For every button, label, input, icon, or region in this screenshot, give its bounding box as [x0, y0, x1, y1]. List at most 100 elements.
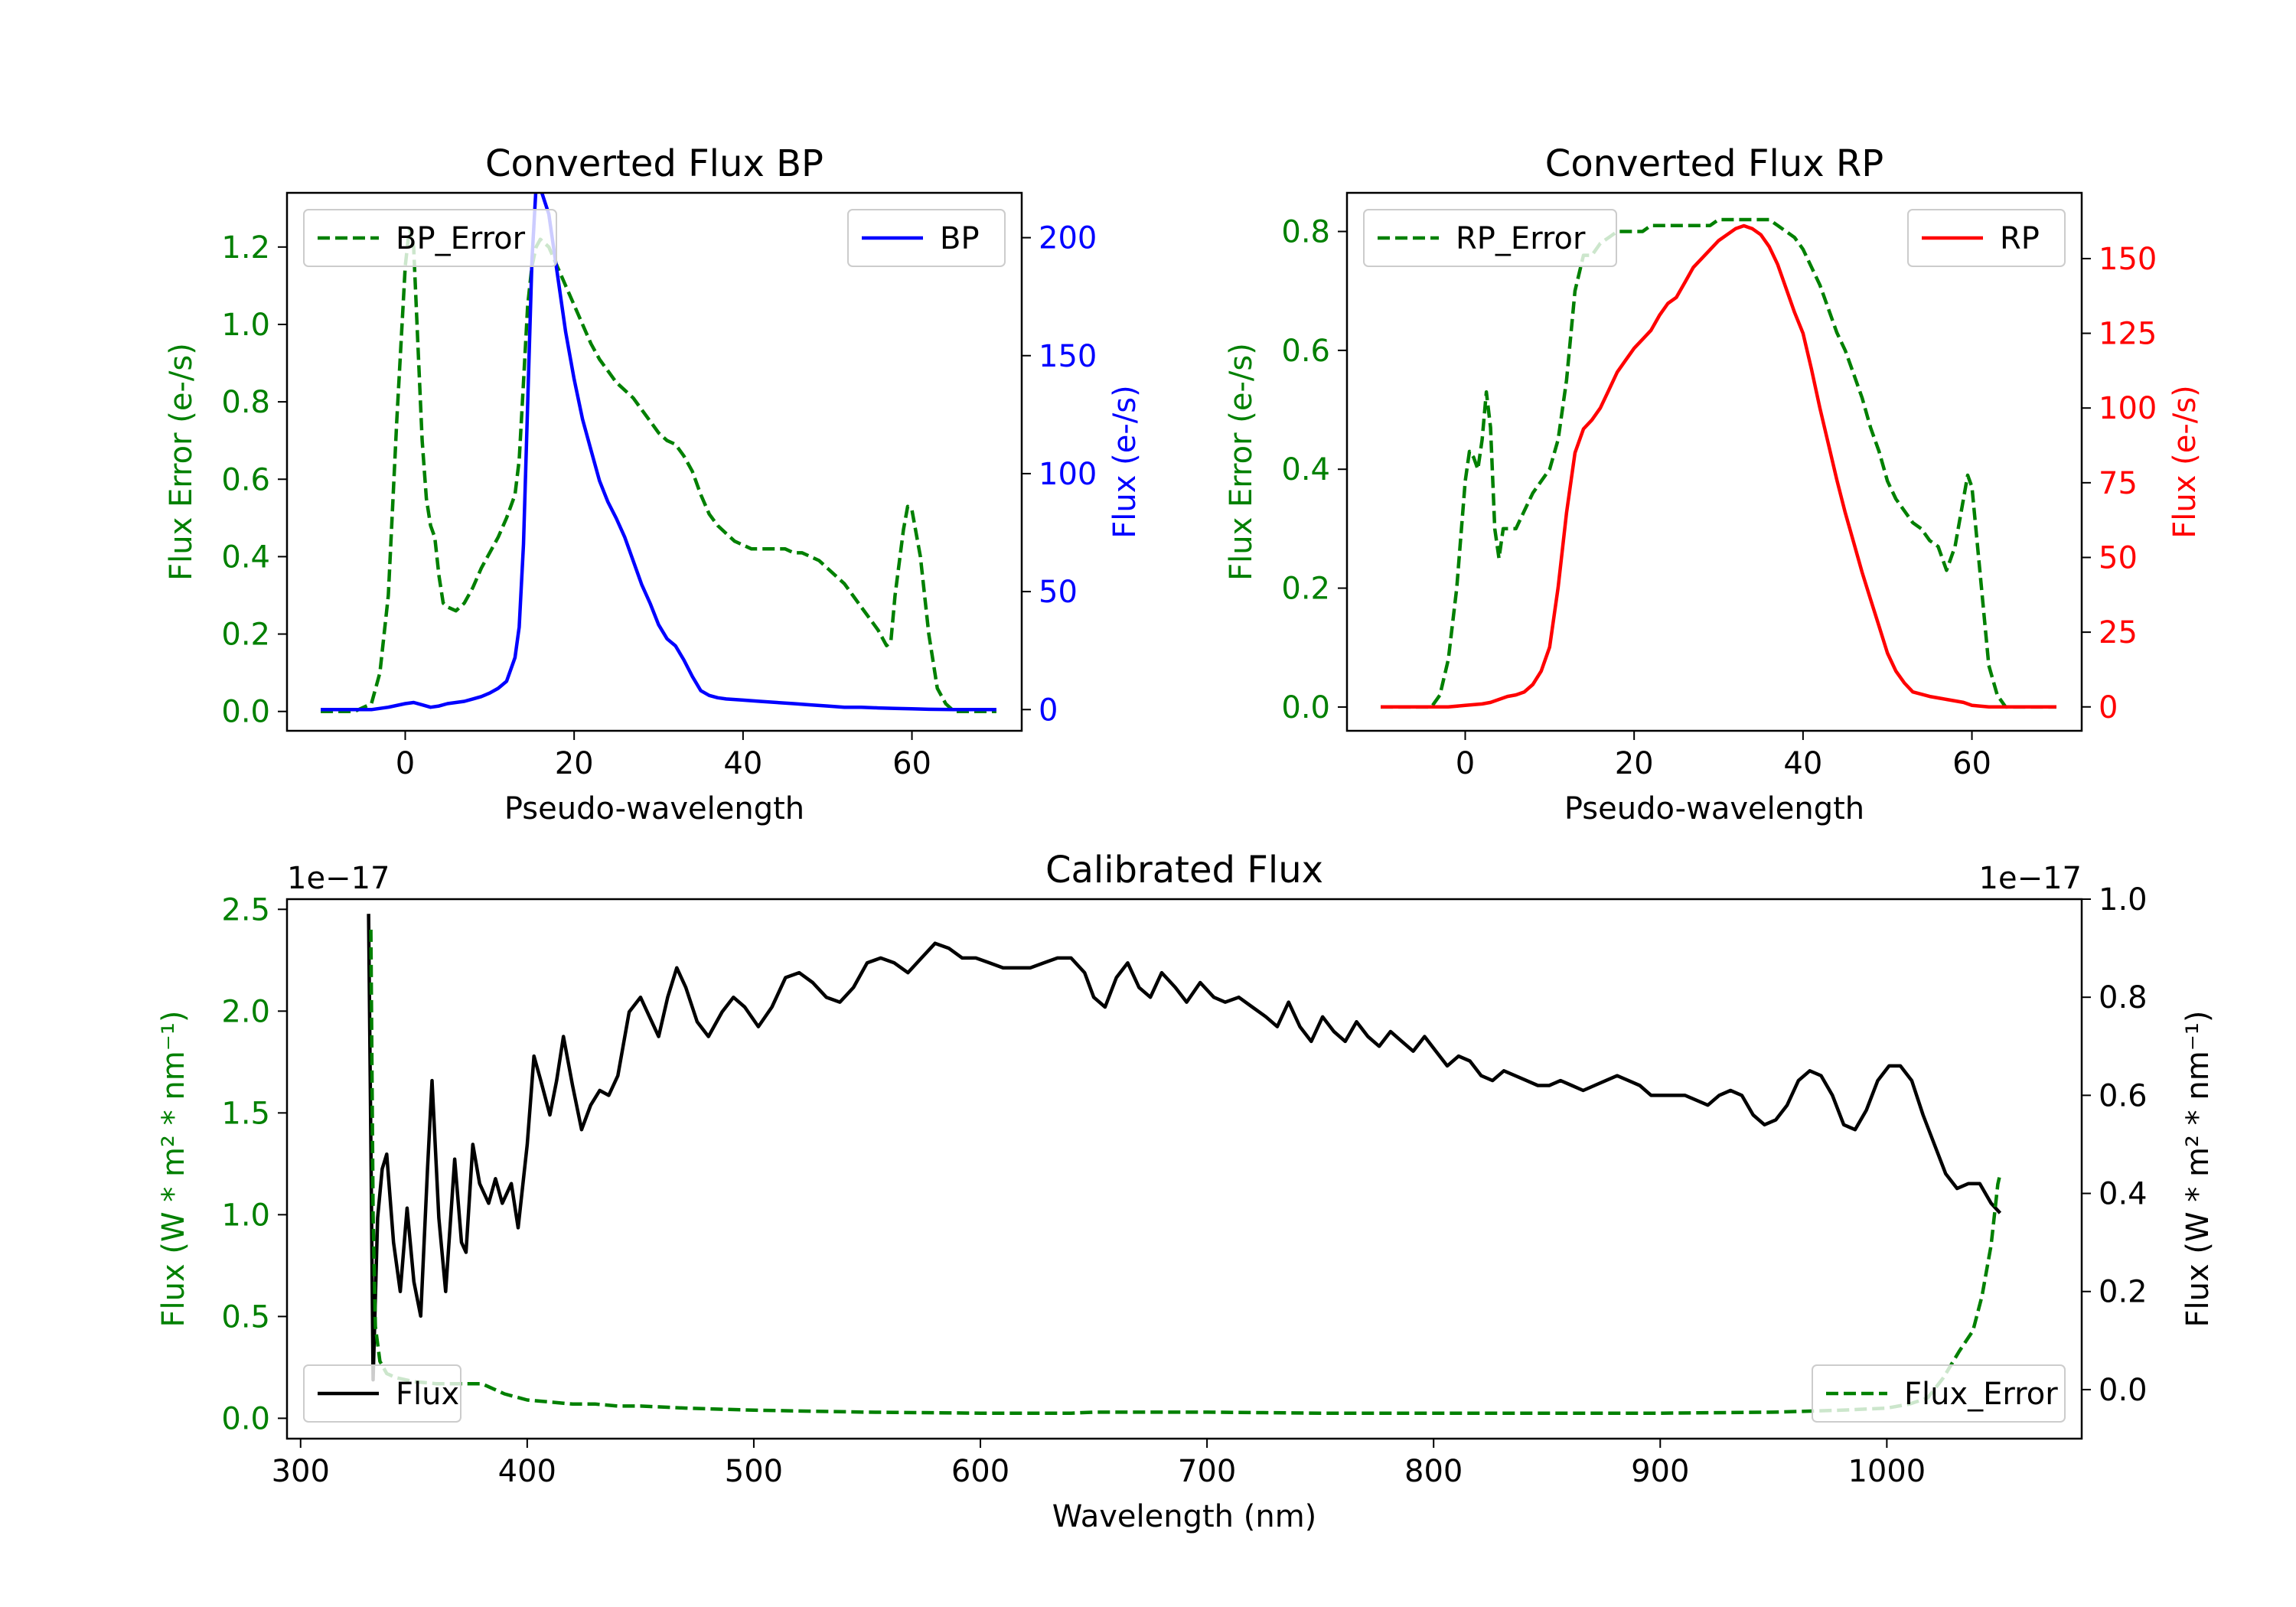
y-left-tick-label: 2.0	[221, 994, 270, 1029]
x-tick-label: 0	[1456, 746, 1475, 781]
y-left-tick-label: 1.5	[221, 1096, 270, 1131]
y-left-tick-label: 1.2	[221, 230, 270, 266]
y-left-tick-label: 2.5	[221, 892, 270, 927]
x-tick-label: 400	[498, 1454, 556, 1489]
y-right-axis-label: Flux (W * m² * nm⁻¹)	[2180, 1011, 2216, 1328]
chart-calibrated: 300 400 500 600 700 800 900 1000 0.0 0.5 1.0 1.5 2.0…	[156, 849, 2216, 1534]
x-tick-label: 20	[1615, 746, 1654, 781]
y-left-axis-label: Flux (W * m² * nm⁻¹)	[156, 1011, 191, 1328]
series-group	[1381, 217, 2056, 709]
y-right-tick-label: 100	[1039, 457, 1097, 492]
axes-frame	[285, 898, 2083, 1440]
y-right-axis-label: Flux (e-/s)	[1107, 385, 1143, 538]
series-line-flux	[367, 914, 2002, 1382]
y-right-tick-label: 0.0	[2099, 1373, 2148, 1408]
y-right-tick-label: 125	[2099, 317, 2157, 352]
y-left-tick-label: 0.0	[221, 695, 270, 730]
legend-box	[1907, 209, 2066, 267]
x-tick-label: 40	[1783, 746, 1822, 781]
legend-box	[1363, 209, 1617, 267]
x-axis-label: Pseudo-wavelength	[504, 791, 804, 826]
x-tick-label: 700	[1178, 1454, 1236, 1489]
y-left-tick-label: 1.0	[221, 308, 270, 343]
y-left-tick-label: 0.0	[221, 1401, 270, 1436]
y-right-tick-label: 0.4	[2099, 1177, 2148, 1212]
legend-label: RP	[2000, 221, 2040, 256]
y-left-tick-label: 0.8	[1281, 214, 1330, 249]
legend-flux-error: Flux_Error	[1812, 1364, 2066, 1423]
legend-label: RP_Error	[1456, 221, 1586, 256]
legend-bp-error: BP_Error	[303, 209, 557, 267]
chart-bp: 0 20 40 60 0.0 0.2 0.4 0.6 0.8 1.0 1.2 0 50 100 150 200…	[164, 142, 1143, 826]
legend-rp: RP	[1907, 209, 2066, 267]
y-right-tick-label: 150	[2099, 242, 2157, 277]
y-left-tick-label: 0.6	[1281, 334, 1330, 369]
y-left-tick-label: 1.0	[221, 1198, 270, 1233]
x-tick-label: 600	[951, 1454, 1009, 1489]
series-line-rp	[1381, 223, 2056, 709]
chart-title: Calibrated Flux	[1045, 849, 1323, 892]
x-tick-label: 300	[272, 1454, 330, 1489]
y-left-tick-label: 0.2	[221, 618, 270, 653]
series-group	[321, 193, 996, 713]
y-left-tick-label: 0.8	[221, 385, 270, 420]
chart-rp: 0 20 40 60 0.0 0.2 0.4 0.6 0.8 0 25 50 75 100 125 150 Co…	[1224, 142, 2203, 826]
legend-bp: BP	[847, 209, 1006, 267]
x-tick-label: 60	[892, 746, 931, 781]
legend-box	[847, 209, 1006, 267]
chart-title: Converted Flux RP	[1545, 142, 1883, 185]
y-right-tick-label: 150	[1039, 339, 1097, 374]
x-tick-label: 500	[725, 1454, 783, 1489]
legend-label: Flux_Error	[1904, 1377, 2058, 1412]
x-axis-label: Wavelength (nm)	[1052, 1499, 1317, 1534]
y-left-tick-label: 0.4	[221, 539, 270, 575]
legend-box	[303, 1364, 461, 1423]
series-line-bp	[321, 193, 996, 712]
y-left-axis-label: Flux Error (e-/s)	[164, 343, 199, 581]
y-right-tick-label: 0	[1039, 693, 1058, 728]
charts: 0 20 40 600.00.20.40.60.81.01.2050100150200…	[156, 142, 2216, 1534]
y-right-tick-label: 0.8	[2099, 980, 2148, 1015]
y-left-tick-label: 0.5	[221, 1299, 270, 1335]
series-line-rp-error	[1381, 217, 2056, 709]
x-tick-label: 40	[723, 746, 762, 781]
y-right-tick-label: 75	[2099, 466, 2138, 501]
y-right-tick-label: 50	[2099, 540, 2138, 575]
legend-label: BP_Error	[396, 221, 526, 256]
y-left-offset-text: 1e−17	[287, 861, 390, 896]
y-left-tick-label: 0.2	[1281, 572, 1330, 607]
y-right-offset-text: 1e−17	[1979, 861, 2082, 896]
axes-frame	[285, 191, 1023, 732]
legend-box	[303, 209, 557, 267]
y-left-axis-label: Flux Error (e-/s)	[1224, 343, 1259, 581]
legend-rp-error: RP_Error	[1363, 209, 1617, 267]
y-right-tick-label: 1.0	[2099, 882, 2148, 918]
y-right-tick-label: 200	[1039, 221, 1097, 256]
y-right-tick-label: 0	[2099, 690, 2118, 725]
x-axis-label: Pseudo-wavelength	[1564, 791, 1864, 826]
y-right-axis-label: Flux (e-/s)	[2167, 385, 2203, 538]
legend-label: BP	[940, 221, 980, 256]
series-line-bp-error	[321, 226, 996, 713]
legend-label: Flux	[396, 1377, 459, 1412]
chart-title: Converted Flux BP	[485, 142, 823, 185]
y-right-tick-label: 50	[1039, 575, 1078, 610]
legend-flux: Flux	[303, 1364, 461, 1423]
x-tick-label: 20	[555, 746, 594, 781]
x-tick-label: 800	[1404, 1454, 1463, 1489]
y-right-tick-label: 100	[2099, 391, 2157, 426]
y-left-tick-label: 0.6	[221, 462, 270, 497]
y-right-tick-label: 25	[2099, 615, 2138, 650]
y-left-tick-label: 0.4	[1281, 452, 1330, 487]
x-tick-label: 900	[1631, 1454, 1689, 1489]
x-tick-label: 60	[1952, 746, 1991, 781]
y-left-tick-label: 0.0	[1281, 690, 1330, 725]
legend-box	[1812, 1364, 2066, 1423]
axes-frame	[1345, 191, 2083, 732]
y-right-tick-label: 0.6	[2099, 1078, 2148, 1113]
x-tick-label: 1000	[1848, 1454, 1926, 1489]
x-tick-label: 0	[396, 746, 415, 781]
y-right-tick-label: 0.2	[2099, 1275, 2148, 1310]
